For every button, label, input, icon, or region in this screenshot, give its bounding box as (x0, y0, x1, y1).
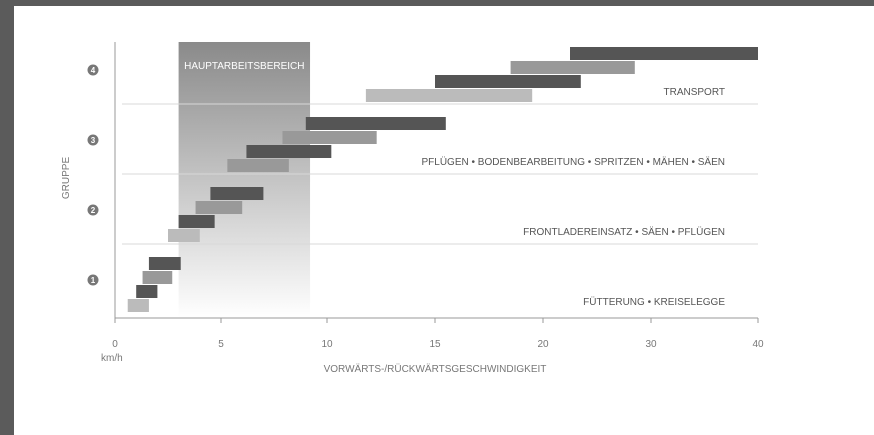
group-number-badge (87, 204, 99, 216)
speed-range-bar-group-3 (227, 159, 289, 172)
group-usage-label: TRANSPORT (664, 87, 726, 98)
group-usage-label: PFLÜGEN • BODENBEARBEITUNG • SPRITZEN • … (422, 156, 726, 168)
speed-range-bar-group-1 (127, 299, 149, 312)
main-working-range-label: HAUPTARBEITSBEREICH (184, 61, 304, 72)
x-tick-label: 10 (321, 339, 333, 350)
speed-range-bar-group-4 (570, 47, 758, 60)
speed-range-bar-group-1 (148, 257, 181, 270)
speed-range-chart: HAUPTARBEITSBEREICH 1 FÜTTERUNG • KREISEL… (61, 42, 764, 375)
group-number: 4 (91, 66, 96, 75)
group-usage-label: FRONTLADEREINSATZ • SÄEN • PFLÜGEN (523, 226, 725, 238)
speed-range-bar-group-2 (210, 187, 264, 200)
speed-range-bar-group-2 (178, 215, 215, 228)
speed-range-bar-group-2 (195, 201, 243, 214)
x-tick-label: 20 (537, 339, 549, 350)
x-unit-label: km/h (101, 353, 123, 364)
group-number-badge (87, 64, 99, 76)
group-number-badge (87, 134, 99, 146)
speed-range-bar-group-3 (305, 117, 446, 130)
speed-range-bar-group-4 (365, 89, 533, 102)
speed-range-bar-group-4 (435, 75, 581, 88)
x-tick-label: 15 (429, 339, 441, 350)
group-number-badge (87, 274, 99, 286)
group-usage-label: FÜTTERUNG • KREISELEGGE (583, 296, 725, 308)
speed-range-bar-group-3 (246, 145, 332, 158)
group-number: 2 (91, 206, 96, 215)
speed-range-bar-group-2 (168, 229, 200, 242)
speed-range-bar-group-4 (510, 61, 635, 74)
main-working-range-band (178, 42, 311, 318)
group-number: 3 (91, 136, 96, 145)
group-number: 1 (91, 276, 96, 285)
speed-range-bar-group-3 (282, 131, 377, 144)
speed-range-bar-group-1 (136, 285, 158, 298)
x-tick-label: 40 (752, 339, 764, 350)
y-axis-title: GRUPPE (61, 157, 72, 200)
chart-frame: HAUPTARBEITSBEREICH 1 FÜTTERUNG • KREISEL… (14, 6, 874, 435)
speed-range-bar-group-1 (142, 271, 173, 284)
x-tick-label: 0 (112, 339, 118, 350)
x-tick-label: 30 (645, 339, 657, 350)
x-tick-label: 5 (218, 339, 224, 350)
x-axis-title: VORWÄRTS-/RÜCKWÄRTSGESCHWINDIGKEIT (324, 363, 547, 375)
